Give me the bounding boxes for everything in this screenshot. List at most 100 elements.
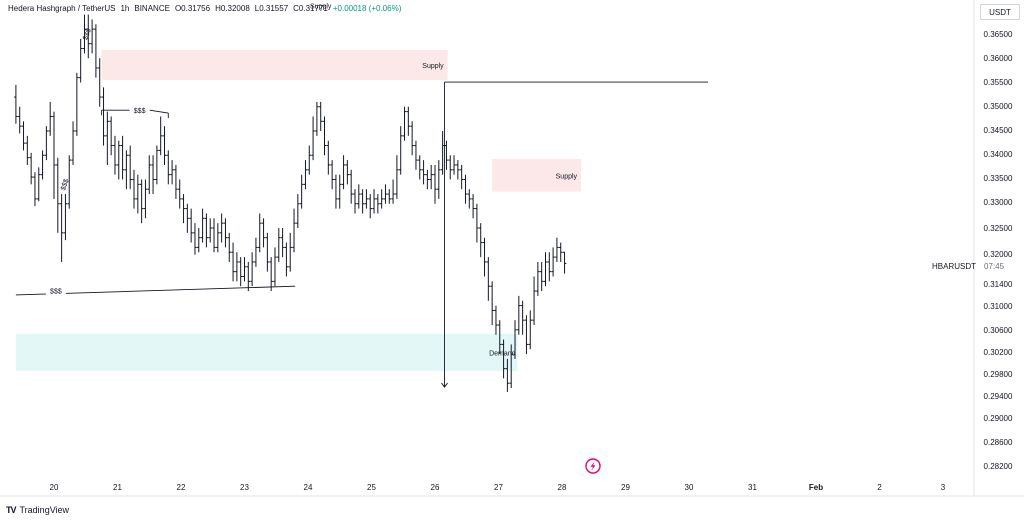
candle — [482, 237, 487, 277]
price-tick-label: 0.29800 — [984, 370, 1013, 379]
time-tick-label: 29 — [621, 483, 630, 492]
price-tick-label: 0.34000 — [984, 150, 1013, 159]
candle — [341, 155, 346, 190]
candle — [307, 145, 312, 175]
time-axis[interactable]: 20 21 22 23 24 25 26 27 28 29 30 31 Feb 2 3 — [50, 483, 946, 492]
candle — [143, 179, 148, 219]
candle — [486, 257, 491, 301]
candle — [52, 111, 56, 199]
candle — [276, 228, 281, 262]
lightning-icon[interactable] — [585, 458, 601, 474]
candle — [471, 194, 475, 219]
candle — [71, 121, 75, 165]
candle — [238, 257, 243, 287]
zone-label: Supply — [310, 3, 332, 10]
symbol-name[interactable]: Hedera Hashgraph / TetherUS — [8, 4, 116, 13]
candle — [273, 247, 277, 287]
ohlc-open: O0.31756 — [174, 4, 211, 13]
price-tick-label: 0.33500 — [984, 174, 1013, 183]
candle — [227, 232, 232, 262]
candle — [44, 126, 49, 161]
candle — [395, 155, 399, 199]
price-axis[interactable]: 0.36500 0.36000 0.35500 0.35000 0.34500 0.340… — [984, 30, 1013, 471]
price-tick-label: 0.30600 — [984, 326, 1013, 335]
candle — [189, 208, 193, 243]
candle — [440, 131, 445, 175]
candle — [185, 203, 190, 233]
candle — [421, 160, 426, 185]
candle — [387, 189, 392, 204]
candle — [299, 174, 304, 209]
candle — [478, 223, 483, 258]
price-tick-label: 0.29400 — [984, 392, 1013, 401]
candle — [547, 252, 552, 282]
candle — [467, 189, 472, 209]
candle — [433, 164, 437, 204]
candle — [250, 252, 254, 287]
candle — [257, 213, 262, 253]
price-tick-label: 0.30200 — [984, 348, 1013, 357]
candle — [231, 242, 235, 282]
candle — [63, 194, 68, 241]
candle — [402, 106, 407, 141]
price-tick-label: 0.35500 — [984, 78, 1013, 87]
candle — [21, 121, 26, 151]
candle — [501, 339, 506, 379]
interval[interactable]: 1h — [120, 4, 130, 13]
candle — [345, 160, 350, 185]
candle — [551, 247, 555, 277]
candle — [543, 252, 548, 287]
candles-layer — [14, 14, 567, 392]
candle — [536, 261, 540, 296]
candle — [82, 14, 87, 54]
candle — [463, 174, 468, 204]
time-tick-label: 26 — [431, 483, 440, 492]
candle — [513, 320, 517, 359]
candle — [391, 179, 395, 204]
candle — [444, 140, 449, 170]
ohlc-close: C0.31771 — [293, 4, 328, 13]
candle — [136, 174, 140, 214]
candle — [166, 150, 171, 185]
currency-button[interactable]: USDT — [980, 4, 1020, 20]
candle — [459, 164, 464, 190]
candle — [437, 160, 441, 199]
candle — [246, 261, 251, 292]
ohlc-high: H0.32008 — [215, 4, 250, 13]
candle — [40, 150, 45, 180]
candle — [36, 167, 41, 202]
candle — [555, 237, 559, 262]
candle — [490, 281, 494, 325]
candle — [261, 218, 266, 248]
tradingview-brand[interactable]: TV TradingView — [6, 505, 69, 515]
time-tick-label: 31 — [748, 483, 757, 492]
price-tick-label: 0.31400 — [984, 280, 1013, 289]
time-tick-label: Feb — [809, 483, 823, 492]
candle — [303, 160, 308, 190]
candle — [429, 164, 433, 190]
candle — [315, 101, 319, 136]
candle — [139, 179, 144, 224]
candle — [292, 208, 296, 253]
candle — [59, 194, 64, 262]
candle — [296, 194, 300, 228]
ticker-label: HBARUSDT — [932, 262, 977, 271]
candle — [67, 155, 72, 209]
candle — [124, 150, 129, 190]
candle — [318, 101, 323, 131]
candle — [109, 116, 113, 156]
candle — [242, 257, 247, 282]
time-tick-label: 3 — [941, 483, 946, 492]
candle — [29, 152, 33, 185]
time-tick-label: 2 — [877, 483, 882, 492]
candle — [337, 174, 342, 209]
candle — [456, 160, 460, 180]
candle — [475, 203, 479, 243]
liquidity-label: $$$ — [50, 288, 62, 295]
candle — [254, 237, 258, 267]
symbol-header: Hedera Hashgraph / TetherUS 1h BINANCE O… — [8, 4, 401, 13]
candle — [204, 213, 209, 248]
price-tick-label: 0.32000 — [984, 250, 1013, 259]
time-tick-label: 24 — [304, 483, 313, 492]
